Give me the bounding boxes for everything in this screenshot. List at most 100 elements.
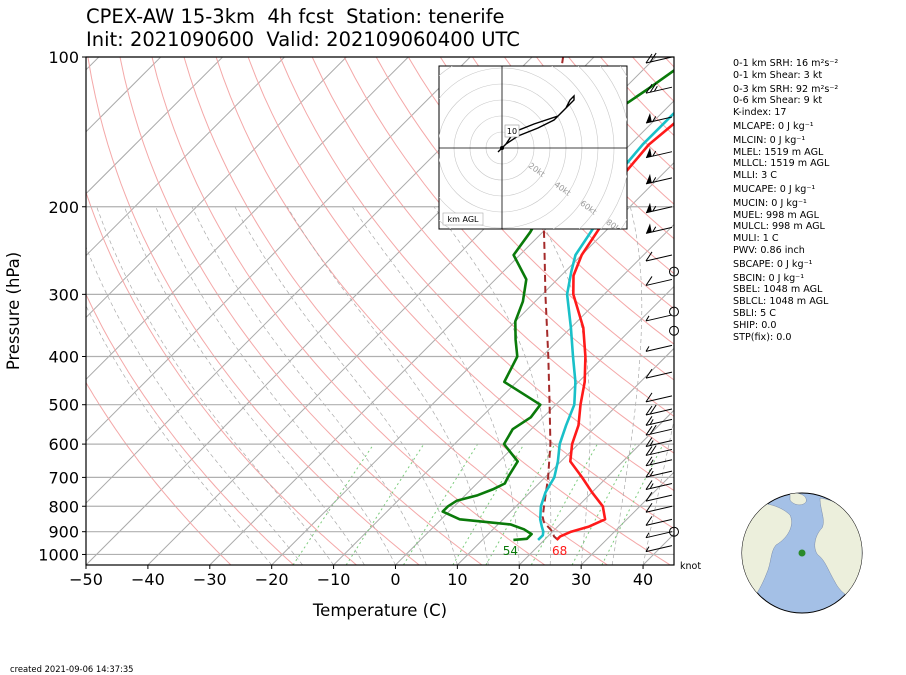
y-axis-label: Pressure (hPa): [4, 252, 23, 370]
wind-barb: [645, 445, 673, 456]
dry-adiabat: [439, 57, 674, 310]
x-tick-label: 20: [509, 570, 529, 589]
dry-adiabat: [279, 57, 674, 492]
isotherm-line: [457, 347, 674, 565]
wind-barb: [645, 173, 673, 185]
dry-adiabat: [86, 190, 357, 565]
parcel-trace: [541, 57, 565, 541]
stat-line: SBCAPE: 0 J kg⁻¹: [733, 258, 813, 270]
stat-line: 0-1 km SRH: 16 m²s⁻²: [733, 58, 839, 69]
isotherm-line: [271, 161, 674, 565]
mixing-ratio-line: [345, 443, 425, 565]
moist-adiabat: [286, 206, 489, 565]
y-tick-label: 700: [48, 468, 79, 487]
stat-line: MUEL: 998 m AGL: [733, 209, 819, 221]
y-tick-label: 300: [48, 285, 79, 304]
x-tick-label: 0: [390, 570, 400, 589]
isotherm-line: [86, 57, 471, 442]
isotherm-line: [518, 409, 674, 565]
calm-wind-marker: [669, 266, 679, 277]
moist-adiabat: [351, 206, 520, 565]
y-tick-label: 800: [48, 497, 79, 516]
x-tick-label: −50: [69, 570, 103, 589]
isotherm-line: [395, 285, 674, 565]
dry-adiabat: [183, 57, 608, 565]
wind-unit-label: knot: [680, 561, 701, 572]
dry-adiabat: [407, 57, 674, 345]
calm-wind-marker: [669, 325, 679, 336]
moist-adiabat: [642, 419, 674, 565]
stat-line: MLLI: 3 C: [733, 170, 777, 182]
moist-adiabat: [611, 206, 643, 565]
dry-adiabat: [86, 381, 232, 565]
axes: −50 −40 −30 −20 −10 0 10 20 30 40 100 200 300 400 500 6…: [4, 48, 675, 620]
stat-line: SBCIN: 0 J kg⁻¹: [733, 272, 805, 284]
stat-line: SHIP: 0.0: [733, 319, 777, 331]
wind-barb: [645, 404, 673, 416]
isotherm-line: [86, 57, 162, 133]
x-tick-label: −30: [193, 570, 227, 589]
dry-adiabat: [375, 57, 674, 381]
stat-line: 0-3 km SRH: 92 m²s⁻²: [733, 83, 839, 95]
isotherm-line: [580, 471, 674, 565]
hodograph-legend-box: [442, 212, 484, 226]
hodograph-origin: [500, 146, 504, 150]
skewt-grid: [86, 57, 674, 565]
moist-adiabat: [86, 245, 303, 565]
moist-adiabat: [96, 206, 334, 565]
stat-line: MULI: 1 C: [733, 233, 779, 245]
stat-line: MULCL: 998 m AGL: [733, 221, 825, 233]
hodograph-height-label: 10: [507, 127, 517, 136]
plot-frame: [85, 56, 675, 566]
calm-wind-marker: [669, 526, 679, 537]
stat-line: MUCIN: 0 J kg⁻¹: [733, 197, 807, 209]
dry-adiabat: [215, 57, 671, 565]
sounding-indices-panel: 0-1 km SRH: 16 m²s⁻² 0-1 km Shear: 3 kt 0-…: [733, 56, 838, 343]
y-tick-label: 900: [48, 523, 79, 542]
wind-barb: [645, 276, 673, 286]
calm-wind-marker: [669, 306, 679, 317]
wind-barb: [645, 344, 673, 352]
x-tick-label: −40: [131, 570, 165, 589]
chart-title-line1: CPEX-AW 15-3km 4h fcst Station: tenerife: [86, 5, 505, 28]
hodograph-height-box: [504, 124, 520, 138]
stat-line: SBLCL: 1048 m AGL: [733, 296, 829, 308]
wind-barb: [645, 223, 673, 234]
isobar-lines: [86, 56, 674, 556]
dry-adiabat: [86, 293, 295, 565]
wind-barb: [645, 392, 673, 403]
x-tick-label: 30: [571, 570, 591, 589]
wind-barb: [645, 480, 673, 490]
moist-adiabat: [191, 206, 427, 565]
stat-line: MLLCL: 1519 m AGL: [733, 158, 830, 170]
mixing-ratio-line: [292, 443, 375, 565]
wind-barb: [645, 502, 673, 513]
moist-adiabat: [234, 206, 458, 565]
moist-adiabat: [86, 304, 272, 565]
hodograph-legend: km AGL: [448, 215, 480, 224]
mixing-ratio-line: [403, 443, 479, 565]
y-tick-label: 500: [48, 396, 79, 415]
x-tick-label: 40: [633, 570, 653, 589]
stat-line: 0-1 km Shear: 3 kt: [733, 69, 823, 81]
stat-line: MUCAPE: 0 J kg⁻¹: [733, 183, 816, 195]
isotherm-line: [86, 57, 223, 195]
wind-barb: [645, 314, 673, 322]
wind-barb: [645, 52, 673, 64]
hodograph-ring-label: 80kt: [604, 218, 624, 236]
created-timestamp: created 2021-09-06 14:37:35: [10, 664, 134, 674]
dry-adiabat: [343, 57, 674, 417]
y-tick-label: 600: [48, 435, 79, 454]
wind-barb: [645, 147, 673, 159]
wind-barb: [645, 202, 673, 214]
wind-barb: [645, 516, 673, 526]
surface-dewpoint-label: 54: [503, 544, 518, 558]
dry-adiabat: [247, 57, 674, 530]
moist-adiabat: [433, 206, 552, 565]
wind-barb: [645, 368, 673, 379]
moist-adiabat: [124, 206, 365, 565]
wind-barb: [645, 82, 673, 94]
isotherm-line: [86, 57, 347, 319]
mixing-ratio-line: [485, 443, 556, 565]
